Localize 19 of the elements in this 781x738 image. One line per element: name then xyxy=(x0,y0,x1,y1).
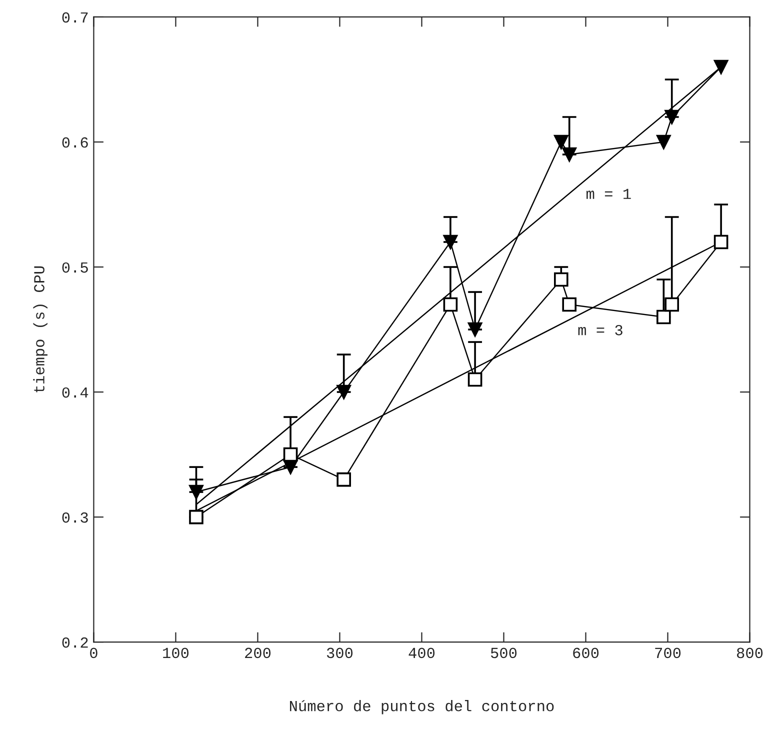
y-tick-label: 0.4 xyxy=(62,387,88,398)
annotation: m = 3 xyxy=(578,324,622,336)
x-tick-label: 400 xyxy=(408,648,435,658)
y-tick-label: 0.6 xyxy=(62,137,88,148)
x-tick-label: 800 xyxy=(737,648,763,658)
y-tick-label: 0.3 xyxy=(62,512,88,523)
x-tick-label: 700 xyxy=(655,648,681,658)
y-axis-title: tiempo (s) CPU xyxy=(33,266,48,392)
y-tick-label: 0.5 xyxy=(62,262,88,273)
x-tick-label: 100 xyxy=(163,648,189,658)
y-tick-label: 0.7 xyxy=(62,12,88,23)
x-tick-label: 0 xyxy=(90,648,98,658)
x-tick-label: 200 xyxy=(245,648,271,658)
annotation: m = 1 xyxy=(586,188,631,199)
x-tick-label: 500 xyxy=(490,648,517,658)
x-tick-label: 600 xyxy=(573,648,599,658)
x-axis-title: Número de puntos del contorno xyxy=(290,700,554,714)
x-tick-label: 300 xyxy=(326,648,353,658)
y-tick-label: 0.2 xyxy=(62,637,88,648)
